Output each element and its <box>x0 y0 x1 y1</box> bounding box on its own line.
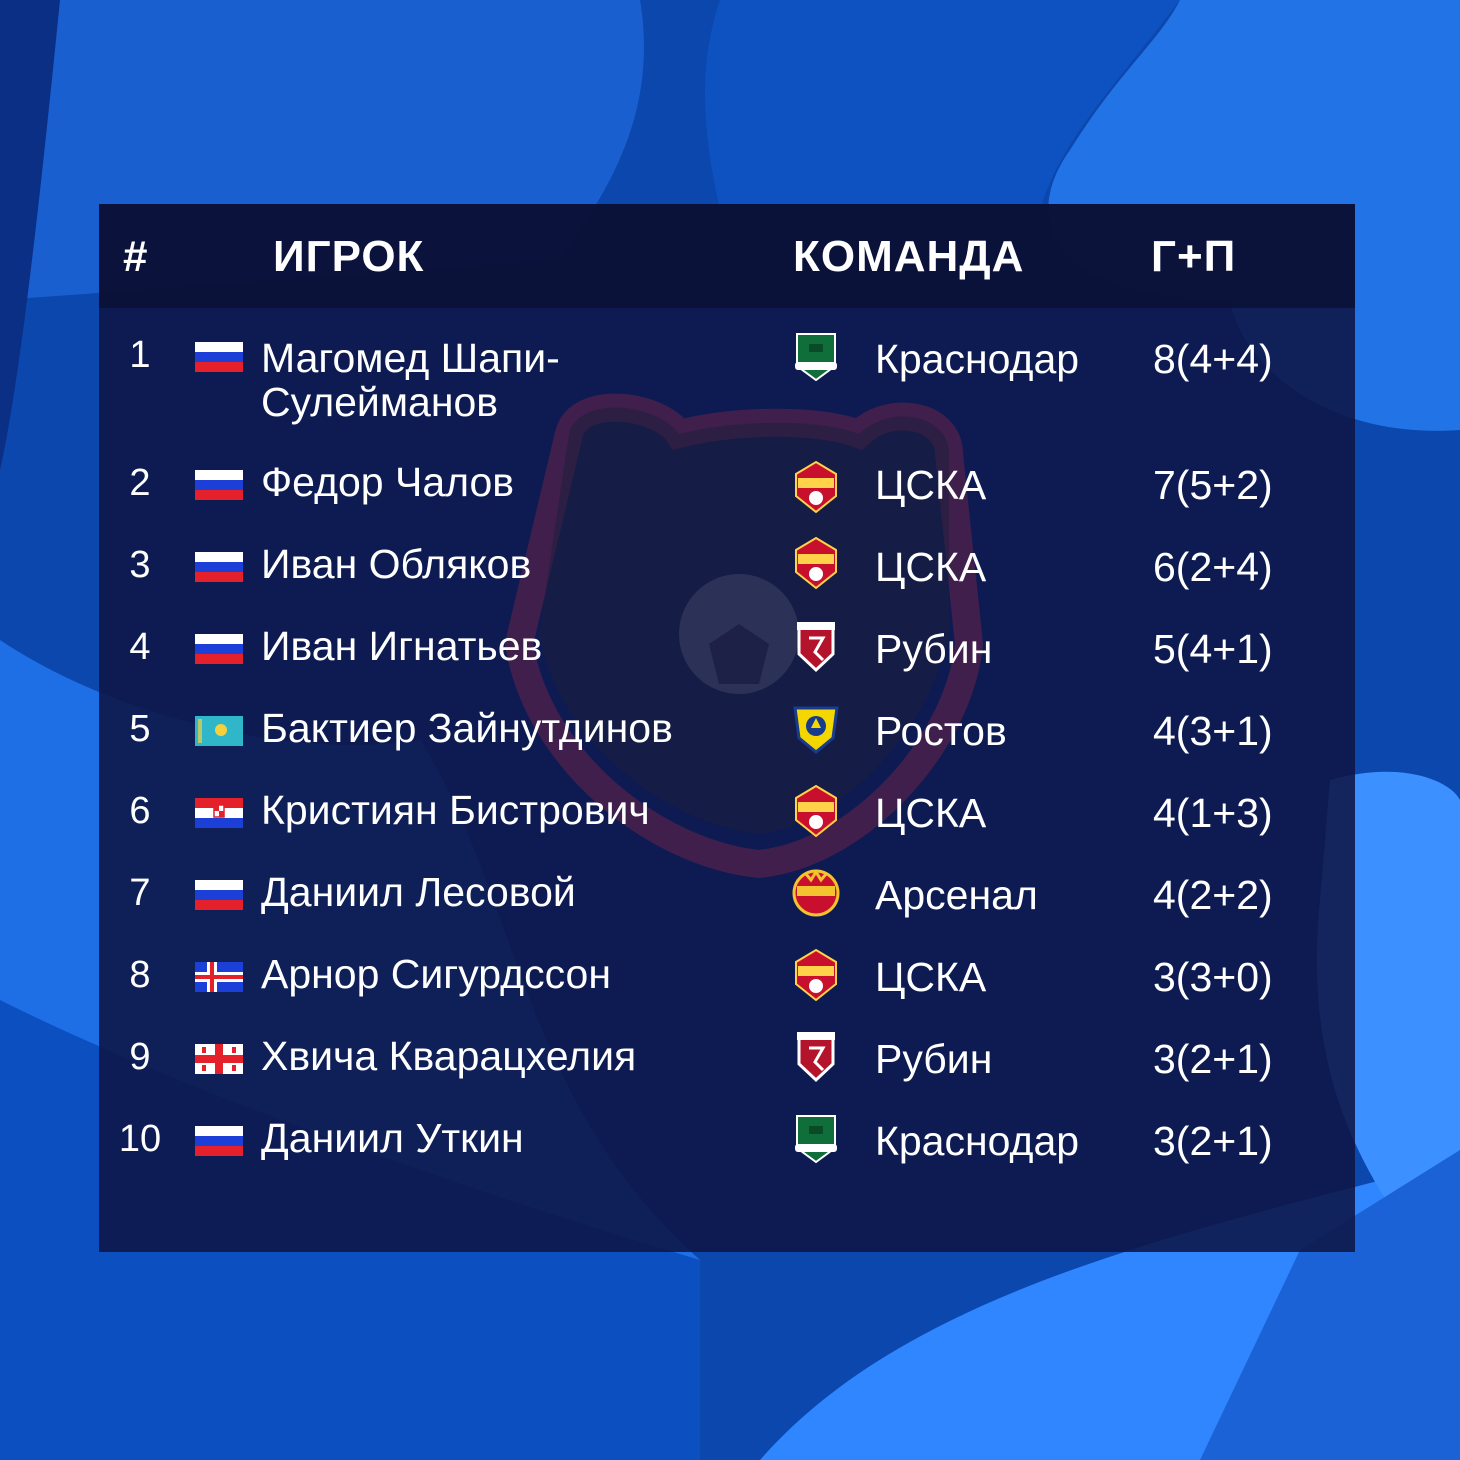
team-name: Рубин <box>875 626 993 672</box>
team-name: Рубин <box>875 1036 993 1082</box>
goals-assists-value: 4(3+1) <box>1153 708 1273 754</box>
player-name: Иван Игнатьев <box>261 623 543 669</box>
player-header: ИГРОК <box>273 232 425 281</box>
rank-number: 2 <box>129 462 151 504</box>
goals-assists-header: Г+П <box>1151 232 1237 281</box>
team-name: ЦСКА <box>875 954 987 1000</box>
goals-assists-value: 5(4+1) <box>1153 626 1273 672</box>
goals-assists-value: 3(3+0) <box>1153 954 1273 1000</box>
rank-number: 10 <box>118 1118 162 1160</box>
team-name: Краснодар <box>875 336 1080 382</box>
rank-number: 1 <box>129 334 151 376</box>
team-name: Ростов <box>875 708 1007 754</box>
player-name: Даниил Уткин <box>261 1115 524 1161</box>
cska-logo-icon <box>795 460 837 514</box>
russia-flag-icon <box>195 1126 243 1156</box>
table-row: 4 Иван Игнатьев Рубин 5(4+1) <box>99 622 1355 706</box>
table-row: 5 Бактиер Зайнутдинов Ростов 4(3+1) <box>99 706 1355 788</box>
rank-number: 6 <box>129 790 151 832</box>
table-header: # ИГРОК КОМАНДА Г+П <box>99 204 1355 308</box>
team-name: ЦСКА <box>875 790 987 836</box>
cska-logo-icon <box>795 948 837 1002</box>
rank-header: # <box>123 232 149 281</box>
table-row: 9 Хвича Кварацхелия Рубин 3(2+1) <box>99 1032 1355 1116</box>
team-name: ЦСКА <box>875 462 987 508</box>
table-row: 7 Даниил Лесовой Арсенал 4(2+2) <box>99 869 1355 952</box>
player-name: Хвича Кварацхелия <box>261 1033 637 1079</box>
leaderboard-panel: # ИГРОК КОМАНДА Г+П 1 Магомед Шапи-Сулей… <box>99 204 1355 1252</box>
player-name: Арнор Сигурдссон <box>261 951 611 997</box>
player-name: Даниил Лесовой <box>261 869 576 915</box>
player-name: Иван Обляков <box>261 541 532 587</box>
rank-number: 5 <box>129 708 151 750</box>
player-name: Федор Чалов <box>261 459 515 505</box>
georgia-flag-icon <box>195 1044 243 1074</box>
arsenal-logo-icon <box>792 869 840 917</box>
team-name: Краснодар <box>875 1118 1080 1164</box>
table-row: 3 Иван Обляков ЦСКА 6(2+4) <box>99 536 1355 624</box>
rank-number: 9 <box>129 1036 151 1078</box>
player-name: Магомед Шапи-Сулейманов <box>261 335 560 425</box>
rank-number: 3 <box>129 544 151 586</box>
rubin-logo-icon <box>797 622 835 673</box>
russia-flag-icon <box>195 634 243 664</box>
russia-flag-icon <box>195 552 243 582</box>
croatia-flag-icon <box>195 798 243 828</box>
goals-assists-value: 6(2+4) <box>1153 544 1273 590</box>
russia-flag-icon <box>195 470 243 500</box>
rubin-logo-icon <box>797 1032 835 1083</box>
iceland-flag-icon <box>195 962 243 992</box>
team-name: ЦСКА <box>875 544 987 590</box>
player-name: Кристиян Бистрович <box>261 787 650 833</box>
player-name: Бактиер Зайнутдинов <box>261 705 673 751</box>
goals-assists-value: 4(1+3) <box>1153 790 1273 836</box>
goals-assists-value: 4(2+2) <box>1153 872 1273 918</box>
table-row: 6 Кристиян Бистрович ЦСКА 4(1+3) <box>99 784 1355 870</box>
table-row: 1 Магомед Шапи-Сулейманов Краснодар 8(4+… <box>99 332 1355 424</box>
rank-number: 4 <box>129 626 151 668</box>
team-header: КОМАНДА <box>793 232 1025 281</box>
goals-assists-value: 7(5+2) <box>1153 462 1273 508</box>
rostov-logo-icon <box>793 706 839 754</box>
kazakhstan-flag-icon <box>195 716 243 746</box>
table-row: 8 Арнор Сигурдссон ЦСКА 3(3+0) <box>99 948 1355 1034</box>
krasnodar-logo-icon <box>795 333 837 382</box>
krasnodar-logo-icon <box>795 1115 837 1164</box>
rank-number: 7 <box>129 872 151 914</box>
team-name: Арсенал <box>875 872 1038 918</box>
goals-assists-value: 3(2+1) <box>1153 1036 1273 1082</box>
goals-assists-value: 3(2+1) <box>1153 1118 1273 1164</box>
goals-assists-value: 8(4+4) <box>1153 336 1273 382</box>
rank-number: 8 <box>129 954 151 996</box>
russia-flag-icon <box>195 880 243 910</box>
table-row: 10 Даниил Уткин Краснодар 3(2+1) <box>99 1115 1355 1198</box>
russia-flag-icon <box>195 342 243 372</box>
table-row: 2 Федор Чалов ЦСКА 7(5+2) <box>99 460 1355 542</box>
cska-logo-icon <box>795 536 837 590</box>
cska-logo-icon <box>795 784 837 838</box>
